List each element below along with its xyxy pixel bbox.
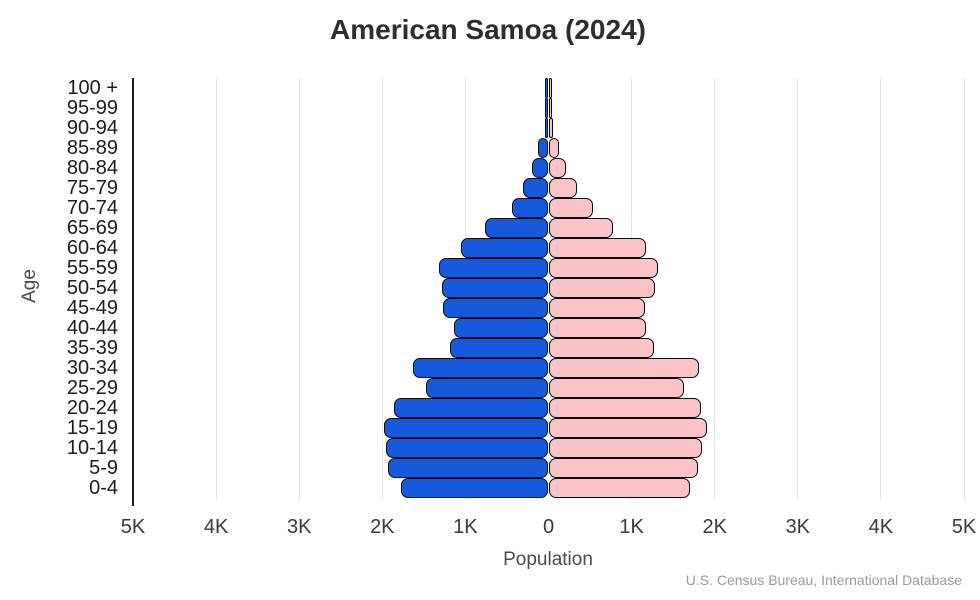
bar-female-90-94 (548, 118, 554, 138)
bar-male-95-99 (544, 98, 549, 118)
bar-female-30-34 (548, 358, 700, 378)
gridline (714, 78, 716, 500)
bar-male-85-89 (537, 138, 549, 158)
bar-male-50-54 (442, 278, 549, 298)
bar-male-45-49 (442, 298, 549, 318)
x-axis-title: Population (503, 549, 593, 570)
bar-female-65-69 (548, 218, 614, 238)
bar-male-35-39 (449, 338, 549, 358)
bar-male-100-plus (544, 78, 549, 98)
bar-female-15-19 (548, 418, 707, 438)
bar-female-5-9 (548, 458, 698, 478)
gridline (880, 78, 882, 500)
age-group-label-75-79: 75-79 (66, 177, 118, 199)
bar-female-10-14 (548, 438, 702, 458)
source-attribution: U.S. Census Bureau, International Databa… (685, 572, 962, 588)
x-tick-label-3k-left: 3K (286, 516, 312, 538)
bar-female-95-99 (548, 98, 553, 118)
bar-male-40-44 (454, 318, 549, 338)
bar-male-65-69 (484, 218, 549, 238)
bar-female-85-89 (548, 138, 560, 158)
bar-male-20-24 (394, 398, 549, 418)
y-axis-title: Age (19, 269, 40, 303)
bar-male-0-4 (400, 478, 549, 498)
gridline (298, 78, 300, 500)
x-tick-label-5k-right: 5K (951, 516, 977, 538)
bar-male-70-74 (511, 198, 549, 218)
bar-male-30-34 (413, 358, 549, 378)
bar-male-5-9 (387, 458, 549, 478)
bar-male-55-59 (438, 258, 549, 278)
x-tick-label-0: 0 (542, 516, 555, 538)
age-group-label-55-59: 55-59 (66, 257, 118, 279)
bar-female-0-4 (548, 478, 691, 498)
bar-female-40-44 (548, 318, 647, 338)
age-group-label-25-29: 25-29 (66, 377, 118, 399)
age-group-label-95-99: 95-99 (66, 97, 118, 119)
age-group-label-90-94: 90-94 (66, 117, 118, 139)
bar-male-75-79 (522, 178, 549, 198)
bar-male-90-94 (544, 118, 549, 138)
bar-female-60-64 (548, 238, 646, 258)
age-group-label-50-54: 50-54 (66, 277, 118, 299)
x-tick-label-3k-right: 3K (785, 516, 811, 538)
x-tick-label-1k-right: 1K (619, 516, 644, 538)
bar-female-25-29 (548, 378, 685, 398)
bar-male-15-19 (383, 418, 549, 438)
x-tick-label-1k-left: 1K (453, 516, 478, 538)
age-group-label-0-4: 0-4 (89, 477, 118, 499)
bar-female-50-54 (548, 278, 655, 298)
gridline (215, 78, 217, 500)
bar-female-20-24 (548, 398, 701, 418)
y-axis-spine (132, 78, 134, 506)
age-group-label-80-84: 80-84 (66, 157, 118, 179)
x-tick-label-5k-left: 5K (120, 516, 146, 538)
bar-female-100-plus (548, 78, 553, 98)
age-group-label-40-44: 40-44 (66, 317, 118, 339)
bar-female-35-39 (548, 338, 655, 358)
age-group-label-10-14: 10-14 (66, 437, 118, 459)
age-group-label-100-plus: 100 + (67, 77, 118, 99)
age-group-label-85-89: 85-89 (66, 137, 118, 159)
bar-female-75-79 (548, 178, 577, 198)
age-group-label-45-49: 45-49 (66, 297, 118, 319)
bar-male-25-29 (426, 378, 549, 398)
age-group-label-65-69: 65-69 (66, 217, 118, 239)
bar-female-80-84 (548, 158, 566, 178)
gridline (797, 78, 799, 500)
age-group-label-20-24: 20-24 (66, 397, 118, 419)
gridline (381, 78, 383, 500)
x-tick-label-2k-left: 2K (370, 516, 395, 538)
gridline (963, 78, 965, 500)
chart-title: American Samoa (2024) (330, 14, 646, 45)
x-tick-label-4k-right: 4K (868, 516, 894, 538)
age-group-label-35-39: 35-39 (66, 337, 118, 359)
bar-male-80-84 (531, 158, 549, 178)
age-group-label-5-9: 5-9 (89, 457, 118, 479)
bar-female-55-59 (548, 258, 659, 278)
age-group-label-15-19: 15-19 (66, 417, 118, 439)
age-group-label-30-34: 30-34 (66, 357, 118, 379)
bar-male-10-14 (385, 438, 549, 458)
bar-female-45-49 (548, 298, 646, 318)
bar-female-70-74 (548, 198, 593, 218)
x-tick-label-4k-left: 4K (203, 516, 229, 538)
age-group-label-60-64: 60-64 (66, 237, 118, 259)
age-group-label-70-74: 70-74 (66, 197, 118, 219)
bar-male-60-64 (461, 238, 549, 258)
x-tick-label-2k-right: 2K (702, 516, 727, 538)
